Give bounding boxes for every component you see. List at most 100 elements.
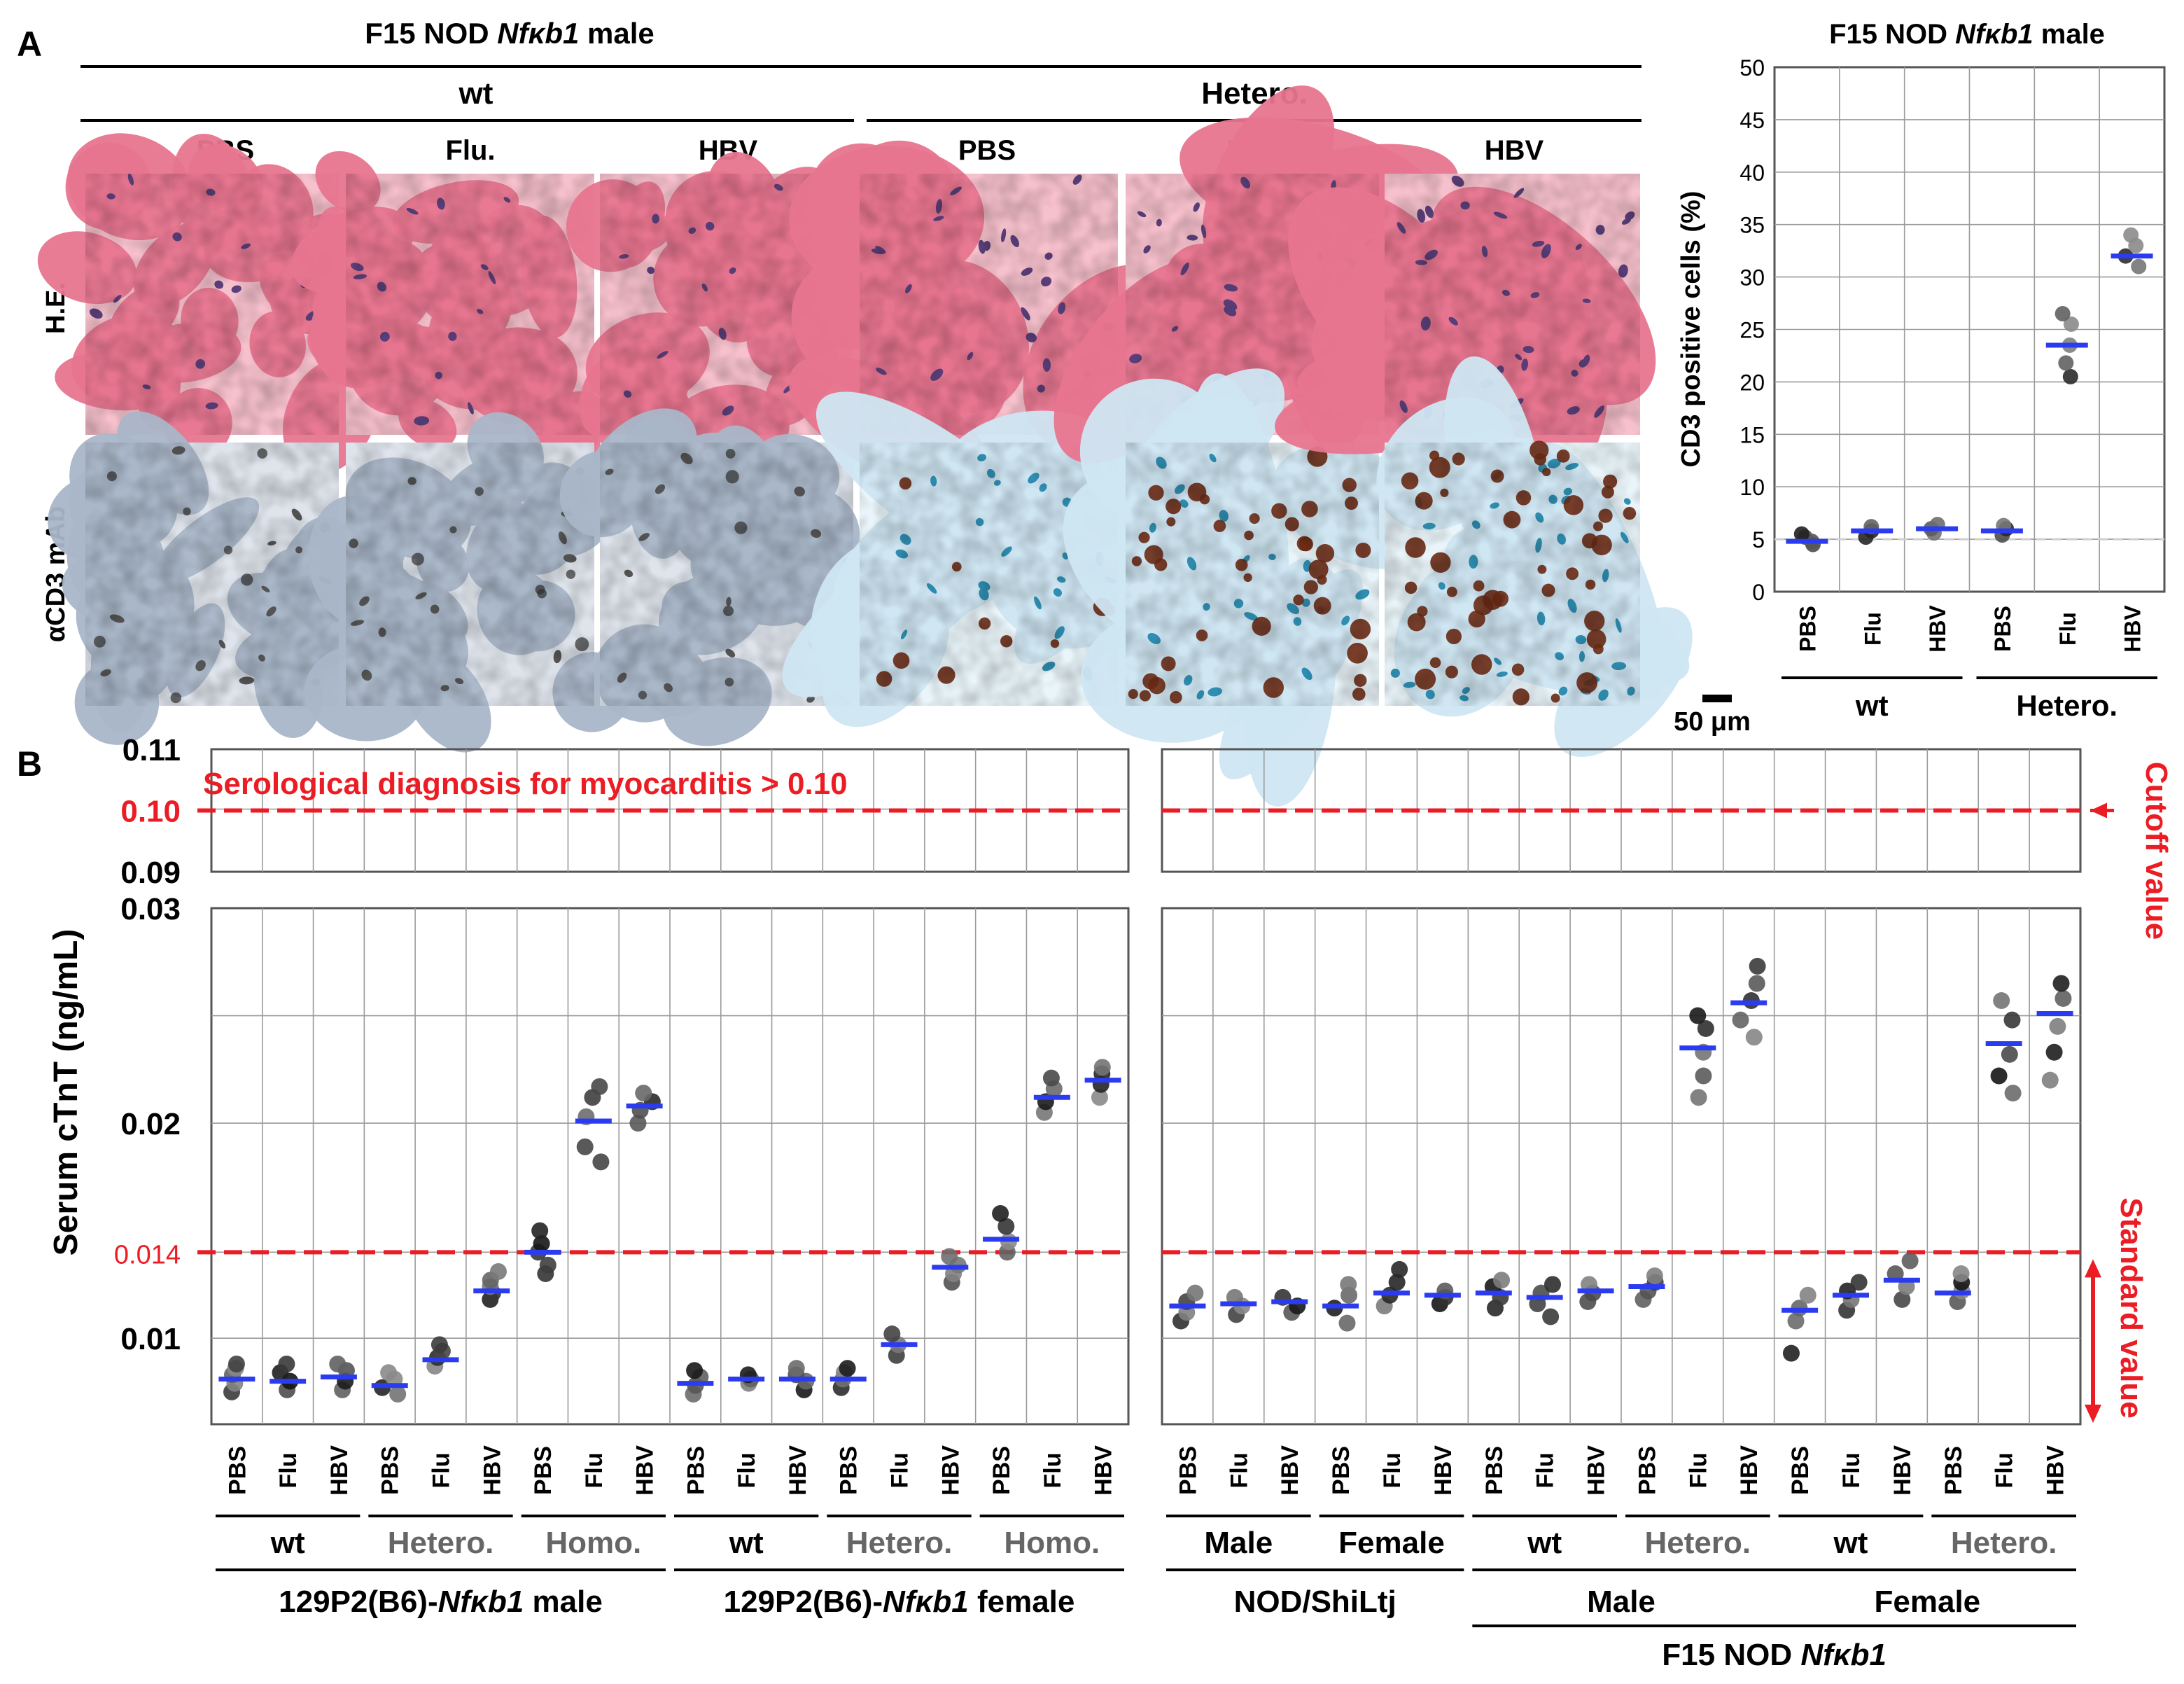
cd3-point — [2131, 258, 2147, 274]
cTnT-right-point — [1388, 1274, 1406, 1291]
cTnT-right-point — [2052, 975, 2070, 992]
panel-a-cd3-image-0-grain — [85, 443, 339, 706]
cTnT-right-point — [2054, 989, 2072, 1007]
panel-a-cd3-image-3 — [782, 391, 1188, 728]
cTnT-left-point — [591, 1078, 608, 1095]
cTnT-left-point — [430, 1336, 448, 1354]
cTnT-left-group-label-4: Hetero. — [846, 1526, 953, 1560]
cTnT-right-point — [1542, 1308, 1560, 1325]
cd3-point — [2123, 227, 2139, 243]
standard-label: Standard value — [2114, 1197, 2148, 1418]
cTnT-right-point — [1391, 1260, 1408, 1278]
cTnT-right-point — [1782, 1344, 1800, 1362]
cTnT-left-strain-label-1-part-1: Nfκb1 — [883, 1585, 969, 1619]
cTnT-left-strain-label-1-part-0: 129P2(B6)- — [724, 1585, 883, 1619]
cd3-ytick-8: 40 — [1740, 160, 1765, 186]
panel-a-cd3-image-3-grain — [860, 443, 1118, 706]
cd3-point — [2062, 368, 2078, 384]
cTnT-low-ytick-3: 0.01 — [120, 1322, 181, 1356]
panel-a-cd3-image-1-grain — [346, 443, 594, 706]
cTnT-right-xtick-14: HBV — [1889, 1445, 1916, 1496]
cd3-ytick-0: 0 — [1752, 580, 1765, 605]
cTnT-left-point — [941, 1248, 958, 1265]
cTnT-top-ytick-0: 0.11 — [122, 733, 181, 767]
cd3-xtick-5: HBV — [2120, 605, 2146, 653]
cTnT-right-point — [1690, 1089, 1707, 1106]
cTnT-right-point — [1695, 1067, 1712, 1085]
cTnT-right-group-label-5: Hetero. — [1951, 1526, 2057, 1560]
cTnT-top-ytick-2: 0.09 — [120, 856, 181, 890]
cTnT-right-point — [1646, 1267, 1663, 1285]
panel-a-cd3-image-5 — [1376, 356, 1693, 758]
cd3-chart-title-part-2: male — [2033, 19, 2105, 50]
panel-b-label: B — [17, 744, 42, 784]
cTnT-left-point — [883, 1325, 901, 1343]
cTnT-left-point — [329, 1356, 346, 1373]
cd3-ytick-4: 20 — [1740, 370, 1765, 395]
cTnT-left-strain-label-0-part-2: male — [524, 1585, 603, 1619]
cTnT-left-xtick-2: HBV — [326, 1445, 353, 1496]
standard-arrowhead-top — [2085, 1259, 2101, 1278]
panel-a-cd3-image-1 — [304, 412, 631, 753]
cTnT-left-point — [592, 1153, 610, 1171]
cTnT-left-xtick-1: Flu — [275, 1453, 302, 1489]
cTnT-right-xtick-17: HBV — [2043, 1445, 2069, 1496]
cTnT-left-point — [539, 1256, 556, 1274]
cTnT-right-xtick-6: PBS — [1481, 1446, 1508, 1495]
cTnT-left-group-label-3: wt — [729, 1526, 764, 1560]
cTnT-right-sex-label-0: Male — [1587, 1585, 1656, 1619]
cTnT-left-xtick-10: Flu — [734, 1453, 760, 1489]
cTnT-right-point — [1748, 975, 1765, 992]
panel-a-cd3-image-4 — [1063, 368, 1441, 807]
cTnT-left-xtick-13: Flu — [887, 1453, 913, 1489]
cTnT-right-group-label-2: wt — [1527, 1526, 1562, 1560]
cTnT-right-group-label-0: Male — [1204, 1526, 1273, 1560]
cTnT-left-xtick-9: PBS — [682, 1446, 709, 1495]
panel-a-col-label-5: HBV — [1485, 135, 1544, 166]
cTnT-right-xtick-16: Flu — [1991, 1453, 2018, 1489]
cTnT-right-strain-label-0: NOD/ShiLtj — [1234, 1585, 1396, 1619]
cTnT-right-xtick-11: HBV — [1736, 1445, 1763, 1496]
cTnT-right-point — [1799, 1286, 1816, 1304]
cTnT-right-point — [2049, 1017, 2066, 1035]
cTnT-right-point — [1952, 1265, 1970, 1283]
cTnT-right-xtick-4: Flu — [1379, 1453, 1406, 1489]
cTnT-left-strain-label-1: 129P2(B6)-Nfκb1 female — [724, 1585, 1075, 1619]
cTnT-right-xtick-9: PBS — [1634, 1446, 1660, 1495]
cTnT-left-point — [1093, 1059, 1111, 1076]
cd3-ytick-5: 25 — [1740, 318, 1765, 343]
cTnT-top-ytick-1: 0.10 — [120, 795, 181, 829]
cTnT-right-xtick-10: Flu — [1685, 1453, 1712, 1489]
cTnT-right-xtick-3: PBS — [1328, 1446, 1354, 1495]
cTnT-left-xtick-14: HBV — [937, 1445, 964, 1496]
cTnT-left-xtick-5: HBV — [479, 1445, 505, 1496]
cTnT-right-xtick-5: HBV — [1430, 1445, 1457, 1496]
cTnT-right-point — [1901, 1252, 1919, 1269]
panel-a-title: F15 NOD Nfκb1 male — [365, 17, 654, 50]
cd3-xtick-0: PBS — [1795, 606, 1820, 652]
cTnT-left-point — [992, 1205, 1009, 1223]
cTnT-right-xtick-12: PBS — [1787, 1446, 1814, 1495]
cTnT-left-xtick-17: HBV — [1091, 1445, 1117, 1496]
cd3-ylabel: CD3 positive cells (%) — [1676, 191, 1706, 468]
cTnT-right-point — [1893, 1290, 1911, 1308]
standard-arrowhead-bottom — [2085, 1405, 2101, 1423]
cTnT-left-point — [635, 1085, 652, 1102]
cTnT-left-xtick-4: Flu — [428, 1453, 455, 1489]
cd3-chart-title: F15 NOD Nfκb1 male — [1829, 19, 2105, 50]
panel-a-col-label-3: PBS — [958, 135, 1016, 166]
cTnT-right-point — [2041, 1071, 2059, 1089]
cTnT-right-group-label-4: wt — [1833, 1526, 1868, 1560]
cTnT-left-point — [227, 1356, 245, 1373]
cd3-point — [2063, 316, 2079, 333]
panel-a-cd3-image-5-grain — [1385, 443, 1640, 706]
cd3-ytick-2: 10 — [1740, 475, 1765, 500]
cTnT-left-xtick-16: Flu — [1040, 1453, 1066, 1489]
cTnT-right-point — [2001, 1045, 2018, 1063]
cTnT-left-xtick-12: PBS — [836, 1446, 862, 1495]
cTnT-low-ytick-0: 0.03 — [120, 892, 181, 926]
cTnT-left-xtick-3: PBS — [377, 1446, 404, 1495]
cd3-ytick-9: 45 — [1740, 108, 1765, 133]
cTnT-right-strain-label-1-part-1: Nfκb1 — [1800, 1638, 1886, 1672]
cTnT-right-group-label-1: Female — [1338, 1526, 1445, 1560]
